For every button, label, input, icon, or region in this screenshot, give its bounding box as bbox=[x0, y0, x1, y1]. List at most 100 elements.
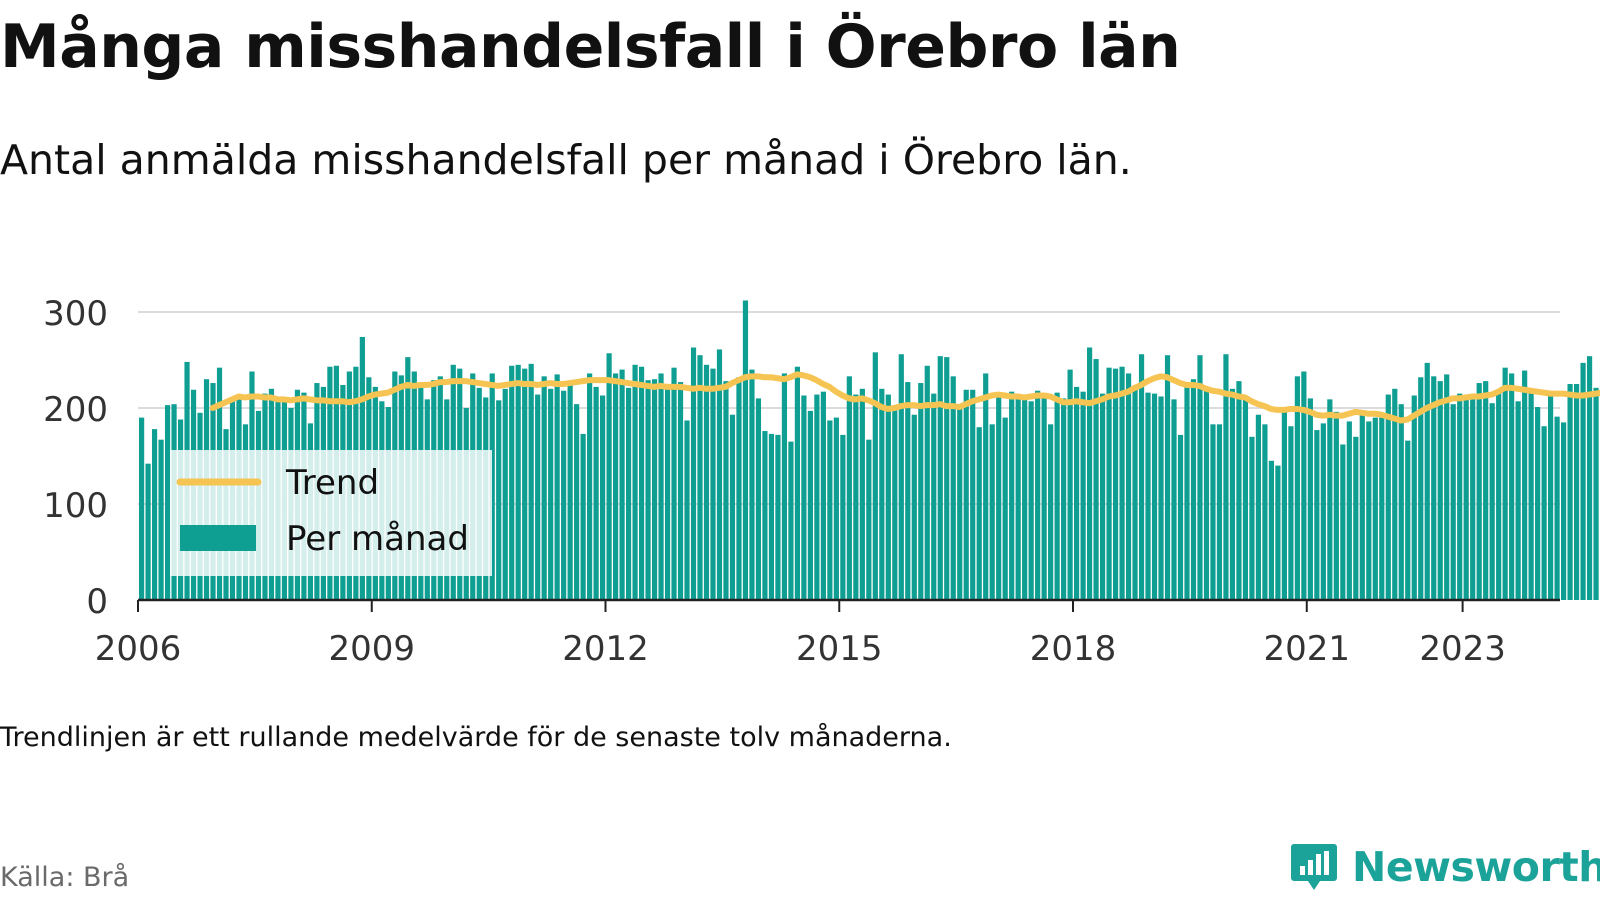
bar bbox=[1138, 354, 1145, 600]
bar bbox=[1333, 411, 1339, 600]
bar bbox=[1327, 399, 1333, 600]
bar bbox=[158, 439, 164, 600]
bar bbox=[820, 391, 826, 600]
legend: Trend Per månad bbox=[170, 450, 492, 576]
bar bbox=[885, 394, 891, 600]
bar bbox=[1035, 390, 1041, 600]
bar bbox=[1203, 389, 1210, 600]
bar bbox=[580, 433, 586, 600]
bar bbox=[613, 373, 619, 600]
bar bbox=[1346, 421, 1352, 600]
bar bbox=[638, 366, 645, 600]
x-tick-label-2012: 2012 bbox=[562, 629, 649, 669]
bar bbox=[1496, 390, 1502, 600]
bar bbox=[1132, 389, 1138, 600]
bar bbox=[619, 369, 625, 600]
axes: 0 100 200 300 2006 2009 2012 2015 2018 2021 2023 bbox=[43, 294, 1560, 669]
bar bbox=[1379, 417, 1385, 600]
bar bbox=[671, 367, 677, 600]
y-tick-label-300: 300 bbox=[43, 294, 108, 334]
y-tick-label-200: 200 bbox=[43, 390, 108, 430]
bar bbox=[1567, 384, 1573, 600]
bar bbox=[1223, 354, 1229, 600]
bar bbox=[853, 394, 859, 600]
bar bbox=[801, 395, 807, 600]
bar bbox=[996, 396, 1002, 600]
bar bbox=[1424, 362, 1430, 600]
bar bbox=[775, 434, 781, 600]
bar bbox=[924, 365, 930, 600]
bar bbox=[1009, 391, 1015, 600]
bar bbox=[1489, 403, 1495, 600]
bar bbox=[1431, 376, 1437, 600]
bar bbox=[859, 388, 865, 600]
bar bbox=[905, 382, 911, 600]
bar bbox=[1580, 362, 1586, 600]
x-tick-label-2006: 2006 bbox=[95, 629, 182, 669]
bar bbox=[1405, 440, 1411, 600]
legend-label: Trend bbox=[285, 463, 379, 503]
bar bbox=[846, 376, 852, 600]
bar bbox=[1509, 373, 1515, 600]
bar bbox=[554, 374, 560, 600]
bar bbox=[1041, 396, 1047, 600]
x-tick-label-2009: 2009 bbox=[328, 629, 415, 669]
bar bbox=[1125, 373, 1132, 600]
bar bbox=[814, 394, 820, 600]
bar bbox=[1210, 424, 1216, 600]
bar bbox=[1359, 411, 1365, 600]
bar bbox=[658, 373, 664, 600]
bar bbox=[937, 356, 943, 600]
bar bbox=[781, 373, 788, 600]
bar bbox=[1548, 391, 1554, 600]
bar bbox=[1301, 371, 1307, 600]
bar bbox=[1288, 426, 1294, 600]
bar bbox=[950, 376, 956, 600]
chart-svg: 0 100 200 300 2006 2009 2012 2015 2018 2021 2023 T… bbox=[43, 294, 1600, 669]
bar bbox=[911, 414, 917, 600]
bar bbox=[1444, 374, 1450, 600]
bar bbox=[827, 420, 833, 600]
footnote: Trendlinjen är ett rullande medelvärde f… bbox=[0, 722, 952, 753]
bar bbox=[651, 379, 658, 600]
bar-chart-speech-bubble-icon bbox=[1291, 844, 1337, 890]
bar bbox=[645, 380, 651, 600]
bar bbox=[528, 363, 534, 600]
bar bbox=[1002, 417, 1008, 600]
bar bbox=[716, 349, 723, 600]
bar bbox=[1586, 356, 1593, 600]
bar bbox=[1470, 394, 1476, 600]
bar bbox=[1541, 426, 1547, 600]
bar bbox=[489, 373, 495, 600]
bar bbox=[1561, 422, 1567, 600]
bar bbox=[833, 417, 839, 600]
bar bbox=[145, 463, 151, 600]
legend-label: Per månad bbox=[286, 519, 469, 559]
bar bbox=[1262, 424, 1268, 600]
bar bbox=[1074, 386, 1080, 600]
bar bbox=[625, 387, 632, 600]
bar bbox=[807, 410, 813, 600]
newsworthy-logo[interactable]: Newsworthy bbox=[1290, 842, 1600, 892]
bar bbox=[574, 404, 580, 600]
chart-subtitle: Antal anmälda misshandelsfall per månad … bbox=[0, 136, 1132, 184]
bar bbox=[1242, 396, 1249, 600]
bar bbox=[840, 434, 846, 600]
bar bbox=[1385, 394, 1391, 600]
bar bbox=[898, 354, 904, 600]
bar bbox=[1476, 383, 1482, 600]
source-note: Källa: Brå bbox=[0, 862, 130, 893]
bar bbox=[749, 369, 755, 600]
bar bbox=[1158, 396, 1164, 600]
bar bbox=[755, 398, 762, 600]
brand-name: Newsworthy bbox=[1352, 843, 1600, 891]
bar bbox=[1522, 370, 1528, 600]
bar bbox=[502, 388, 508, 600]
bar bbox=[1593, 387, 1599, 600]
bar bbox=[1535, 407, 1541, 600]
bar bbox=[677, 382, 684, 600]
bar bbox=[1216, 424, 1223, 600]
bar bbox=[872, 352, 878, 600]
bar bbox=[1320, 423, 1326, 600]
bar bbox=[1171, 399, 1177, 600]
